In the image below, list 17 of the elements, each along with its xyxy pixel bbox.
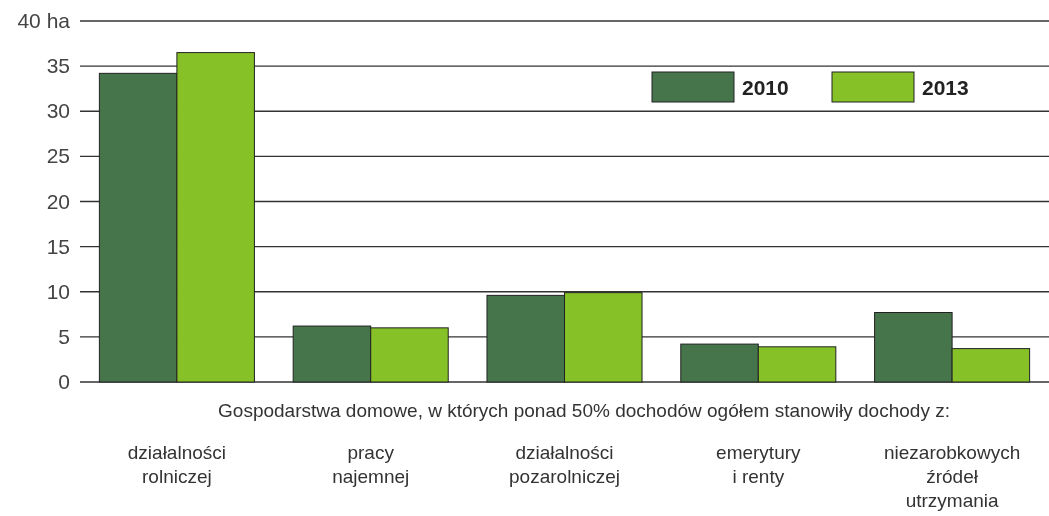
y-tick-label: 40 ha — [17, 9, 71, 32]
legend-label: 2010 — [742, 76, 789, 99]
y-tick-label: 25 — [46, 144, 70, 168]
x-tick-label: emerytury i renty — [716, 442, 802, 487]
y-tick-label: 30 — [46, 99, 70, 123]
y-tick-label: 10 — [46, 279, 70, 303]
y-tick-label: 20 — [46, 189, 70, 213]
x-tick-label: niezarobkowych źródeł utrzymania — [883, 442, 1021, 511]
y-tick-label: 0 — [58, 370, 70, 393]
y-tick-label: 15 — [46, 234, 70, 258]
x-tick-label: działalności rolniczej — [127, 442, 227, 487]
x-axis-title: Gospodarstwa domowe, w których ponad 50% dochodów ogółem stanowiły dochody z: — [218, 400, 950, 421]
y-tick-label: 35 — [46, 54, 70, 78]
x-tick-label: działalności pozarolniczej — [509, 442, 620, 487]
y-tick-label: 5 — [58, 324, 70, 348]
x-tick-label: pracy najemnej — [332, 442, 410, 487]
legend-label: 2013 — [922, 76, 969, 99]
